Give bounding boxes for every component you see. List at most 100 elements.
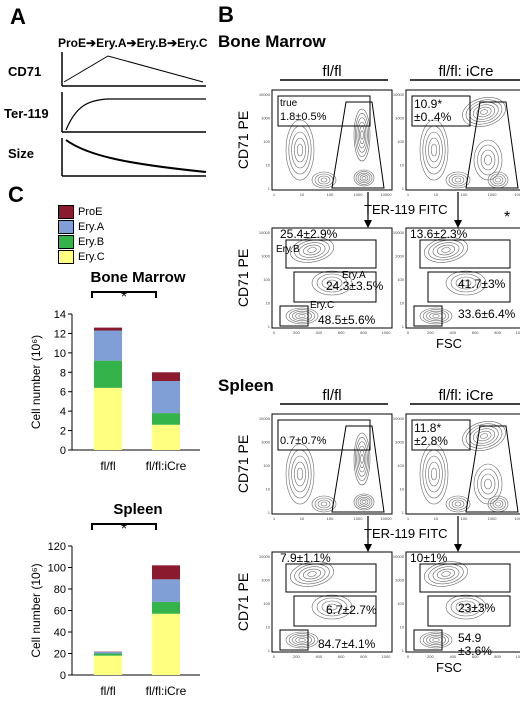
proe-gate-label: true — [280, 98, 298, 109]
legend-item: ProE — [58, 204, 105, 219]
y-axis-label: CD71 PE — [235, 249, 251, 307]
contour — [285, 307, 319, 325]
stage-eryc: Ery.C — [177, 36, 208, 50]
x-axis-label: TER-119 FITC — [364, 526, 448, 541]
contour — [477, 468, 499, 500]
ko-proe-percent: 10.9* ±0..4% — [414, 97, 452, 124]
y-tick-label: 10000 — [393, 230, 405, 235]
genotype-ko: fl/fl: iCre — [438, 387, 493, 404]
contour — [451, 175, 465, 185]
legend-item: Ery.C — [58, 249, 105, 264]
eryb-gate — [419, 563, 511, 593]
proe-gate — [411, 419, 471, 451]
contour — [316, 597, 348, 617]
x-tick-label: 1000 — [382, 330, 392, 335]
x-tick-label: fl/fl — [100, 459, 115, 473]
bar-segment-eryc — [94, 655, 122, 675]
y-tick-label: 4 — [60, 406, 66, 418]
arrow-head — [454, 220, 462, 228]
contour — [356, 441, 368, 477]
contour — [294, 563, 330, 585]
spleen-title: Spleen — [218, 376, 274, 395]
y-tick-label: 6 — [60, 387, 66, 399]
y-tick-label: 100 — [397, 139, 404, 144]
legend-swatch — [58, 219, 74, 234]
x-tick-label: 0 — [407, 654, 410, 659]
x-tick-label: 400 — [449, 330, 456, 335]
contour — [294, 137, 306, 163]
y-axis-label: Cell number (10⁶) — [29, 335, 43, 429]
bar-segment-erya — [152, 579, 180, 602]
contour — [425, 131, 443, 169]
bar-segment-eryb — [152, 601, 180, 614]
y-tick-label: 1 — [268, 648, 271, 653]
contour — [357, 445, 367, 473]
spleen-bar-chart: Spleen * 0 20 40 60 80 100 120 Cell number (10⁶) f… — [29, 501, 200, 698]
y-tick-label: 14 — [54, 309, 66, 321]
wt-eryc-percent: 84.7±4.1% — [318, 637, 376, 651]
eryc-gate — [279, 629, 309, 651]
wt-eryc-percent: 48.5±5.6% — [318, 313, 376, 327]
contour — [296, 143, 304, 157]
y-tick-label: 1 — [402, 324, 405, 329]
contour — [288, 309, 316, 323]
proe-gate — [411, 95, 471, 127]
x-tick-label: 600 — [472, 654, 479, 659]
y-tick-label: 10 — [266, 301, 271, 306]
contour — [294, 461, 306, 487]
legend-label: Ery.A — [78, 220, 105, 233]
erya-gate — [427, 271, 511, 303]
y-tick-label: 100 — [48, 563, 66, 575]
x-tick-label: 800 — [360, 654, 367, 659]
y-tick-label: 1 — [268, 324, 271, 329]
marker-size: Size — [8, 146, 35, 161]
contour — [432, 314, 440, 318]
contour — [302, 568, 322, 580]
flow-plot: 10000 1000 100 10 10 200 400 600 800 1000 — [259, 227, 393, 335]
x-tick-label: 10 — [434, 192, 439, 197]
contour — [428, 563, 464, 585]
significance-bracket — [91, 523, 157, 530]
y-tick-label: 10 — [266, 487, 271, 492]
marker-ter119: Ter-119 — [4, 106, 49, 121]
y-tick-label: 1 — [268, 510, 271, 515]
y-tick-label: 10000 — [393, 416, 405, 421]
significance-star: * — [121, 521, 127, 538]
bar-segment-erya — [152, 381, 180, 414]
y-tick-label: 10 — [54, 348, 66, 360]
contour — [460, 603, 472, 611]
legend-swatch — [58, 204, 74, 219]
bar-segment-eryc — [152, 424, 180, 450]
bar-segment-proe — [152, 372, 180, 382]
contour — [298, 314, 306, 318]
x-tick-label: 10 — [434, 516, 439, 521]
contour — [460, 279, 472, 287]
stage-proe: ProE — [58, 36, 87, 50]
contour — [307, 571, 317, 577]
x-tick-label: fl/fl — [100, 684, 115, 698]
significance-bracket — [91, 291, 157, 298]
contour — [291, 131, 309, 169]
contour — [316, 273, 348, 293]
x-tick-label: 1000 — [516, 330, 520, 335]
panel-letter-c: C — [8, 182, 24, 207]
wt-proe-percent: 0.7±0.7% — [280, 435, 327, 447]
bar-segment-eryb — [94, 653, 122, 656]
stage-erya: Ery.A — [96, 36, 127, 50]
contour — [441, 571, 451, 577]
x-tick-label: 1 — [407, 192, 410, 197]
significance-star: * — [504, 209, 510, 226]
arrow-head — [454, 544, 462, 552]
contour — [480, 149, 496, 171]
contour — [311, 270, 353, 296]
arrow-head — [364, 544, 372, 552]
arrow-icon: ➔ — [126, 36, 137, 50]
x-tick-label: 200 — [293, 654, 300, 659]
ko-eryb-percent: 10±1% — [410, 551, 448, 565]
arrow-head — [364, 220, 372, 228]
x-tick-label: fl/fl:iCre — [146, 684, 187, 698]
contour — [360, 454, 364, 464]
y-tick-label: 1 — [268, 186, 271, 191]
contour — [426, 634, 446, 646]
x-tick-label: 1000 — [354, 192, 364, 197]
